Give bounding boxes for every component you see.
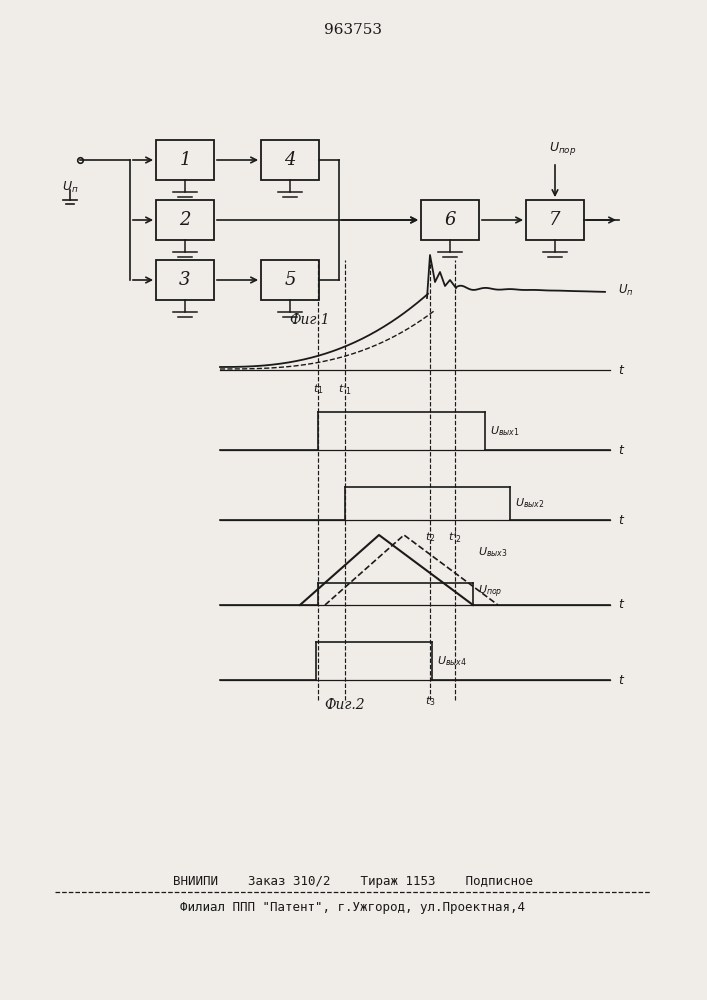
Text: $t'_1$: $t'_1$ bbox=[338, 382, 352, 397]
Text: $U_{пор}$: $U_{пор}$ bbox=[478, 584, 503, 600]
Bar bbox=[156, 140, 214, 180]
Text: $t_3$: $t_3$ bbox=[425, 694, 436, 708]
Bar bbox=[421, 200, 479, 240]
Text: Фиг.2: Фиг.2 bbox=[325, 698, 366, 712]
Text: $U_{вых2}$: $U_{вых2}$ bbox=[515, 497, 544, 510]
Bar bbox=[526, 200, 584, 240]
Text: ВНИИПИ    Заказ 310/2    Тираж 1153    Подписное: ВНИИПИ Заказ 310/2 Тираж 1153 Подписное bbox=[173, 876, 533, 888]
Bar bbox=[261, 260, 319, 300]
Text: 2: 2 bbox=[180, 211, 191, 229]
Text: $t$: $t$ bbox=[618, 514, 625, 526]
Text: $t_2$: $t_2$ bbox=[425, 530, 436, 544]
Text: 963753: 963753 bbox=[324, 23, 382, 37]
Text: $t_1$: $t_1$ bbox=[312, 382, 323, 396]
Text: Филиал ППП "Патент", г.Ужгород, ул.Проектная,4: Филиал ППП "Патент", г.Ужгород, ул.Проек… bbox=[180, 900, 525, 914]
Text: $U_п$: $U_п$ bbox=[62, 180, 78, 195]
Text: 7: 7 bbox=[549, 211, 561, 229]
Text: $U_{вых1}$: $U_{вых1}$ bbox=[490, 424, 520, 438]
Text: 4: 4 bbox=[284, 151, 296, 169]
Text: $U_{пор}$: $U_{пор}$ bbox=[549, 140, 577, 157]
Text: $t$: $t$ bbox=[618, 674, 625, 686]
Text: $U_{вых3}$: $U_{вых3}$ bbox=[478, 546, 508, 559]
Text: $U_{вых4}$: $U_{вых4}$ bbox=[437, 654, 467, 668]
Bar bbox=[156, 200, 214, 240]
Text: $t'_2$: $t'_2$ bbox=[448, 530, 462, 545]
Text: 1: 1 bbox=[180, 151, 191, 169]
Text: $t$: $t$ bbox=[618, 363, 625, 376]
Text: 5: 5 bbox=[284, 271, 296, 289]
Bar bbox=[156, 260, 214, 300]
Text: 6: 6 bbox=[444, 211, 456, 229]
Text: $U_п$: $U_п$ bbox=[618, 282, 633, 298]
Text: $t$: $t$ bbox=[618, 444, 625, 456]
Bar bbox=[261, 140, 319, 180]
Text: 3: 3 bbox=[180, 271, 191, 289]
Text: Фиг.1: Фиг.1 bbox=[290, 313, 330, 327]
Text: $t$: $t$ bbox=[618, 598, 625, 611]
